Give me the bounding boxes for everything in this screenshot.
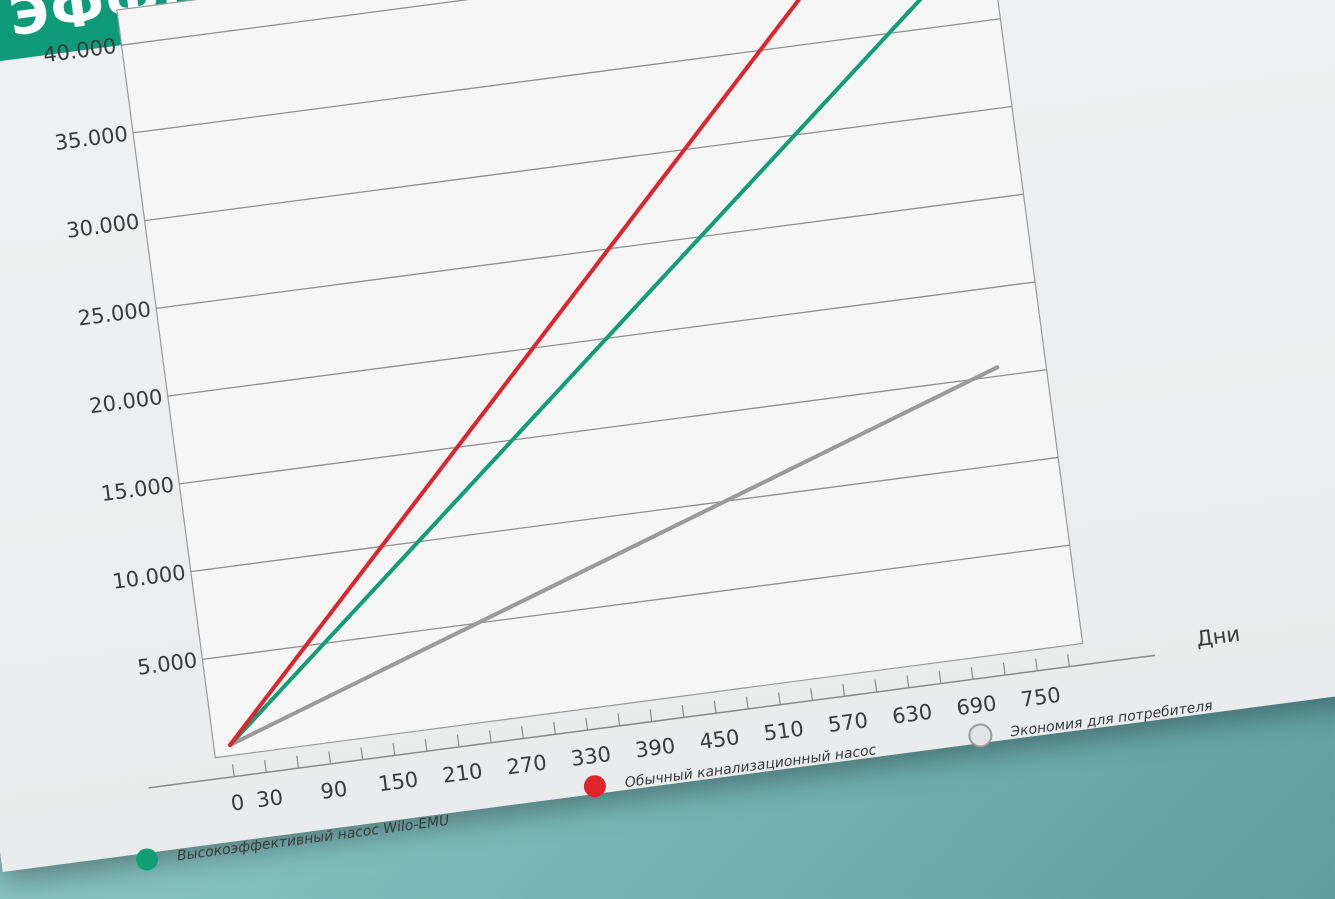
x-tick-label: 570 xyxy=(827,708,870,737)
gridline xyxy=(121,0,470,46)
y-tick-label: 30.000 xyxy=(65,209,141,242)
x-tick xyxy=(906,675,910,688)
x-tick-label: 0 xyxy=(229,790,245,816)
x-tick-label: 150 xyxy=(377,767,420,796)
x-tick xyxy=(970,666,974,680)
x-tick xyxy=(264,759,267,773)
series-line xyxy=(228,0,923,747)
x-tick-label: 630 xyxy=(891,700,934,729)
x-tick xyxy=(424,738,428,752)
gridline xyxy=(190,456,1059,573)
x-tick-label: 450 xyxy=(698,725,741,754)
x-tick xyxy=(874,679,878,693)
gridline xyxy=(144,105,1013,222)
x-tick xyxy=(778,692,781,705)
x-tick xyxy=(392,743,396,756)
x-tick xyxy=(328,751,332,764)
x-tick xyxy=(296,755,299,769)
x-tick-label: 30 xyxy=(255,785,285,812)
legend-marker xyxy=(968,723,993,748)
x-axis-label: Дни xyxy=(1195,622,1242,652)
x-tick xyxy=(553,721,556,735)
series-line xyxy=(228,365,1000,747)
gridline xyxy=(156,193,1024,310)
y-tick-label: 20.000 xyxy=(88,385,164,418)
x-tick xyxy=(745,696,749,710)
x-tick-label: 330 xyxy=(570,742,613,771)
y-tick-label: 10.000 xyxy=(111,560,187,593)
gridline xyxy=(167,281,1036,397)
x-tick xyxy=(617,713,621,726)
x-tick-label: 270 xyxy=(505,750,548,779)
x-tick-label: 750 xyxy=(1019,683,1062,712)
x-tick xyxy=(360,747,364,760)
gridline xyxy=(132,18,1001,134)
gridline xyxy=(179,369,1047,485)
x-tick xyxy=(938,671,942,684)
x-tick xyxy=(585,717,589,731)
x-tick-label: 90 xyxy=(319,777,349,804)
x-tick xyxy=(456,734,460,748)
y-tick-label: 25.000 xyxy=(76,297,152,330)
x-tick xyxy=(521,726,524,739)
x-tick xyxy=(1067,654,1070,667)
legend-marker xyxy=(583,775,606,798)
x-tick xyxy=(231,764,235,777)
legend-label: Высокоэффективный насос Wilo-EMU xyxy=(176,813,450,865)
y-tick-label: 35.000 xyxy=(53,122,129,155)
series-line xyxy=(228,0,802,747)
x-tick-label: 390 xyxy=(634,733,677,762)
x-tick xyxy=(810,688,813,701)
y-tick-label: 40.000 xyxy=(42,34,118,67)
x-tick xyxy=(681,705,685,718)
x-tick xyxy=(713,700,717,714)
x-tick-label: 210 xyxy=(441,759,484,788)
gridline xyxy=(202,544,1070,661)
y-tick-label: 15.000 xyxy=(100,473,176,506)
x-tick xyxy=(1035,658,1038,671)
x-tick-label: 510 xyxy=(762,717,805,746)
x-tick-label: 690 xyxy=(955,691,998,720)
plot-background xyxy=(116,0,1084,759)
y-tick-label: 5.000 xyxy=(136,648,199,680)
x-tick xyxy=(488,730,492,743)
x-tick xyxy=(649,709,653,722)
x-tick xyxy=(842,683,846,697)
x-tick xyxy=(1002,662,1006,676)
legend-marker xyxy=(136,848,159,871)
